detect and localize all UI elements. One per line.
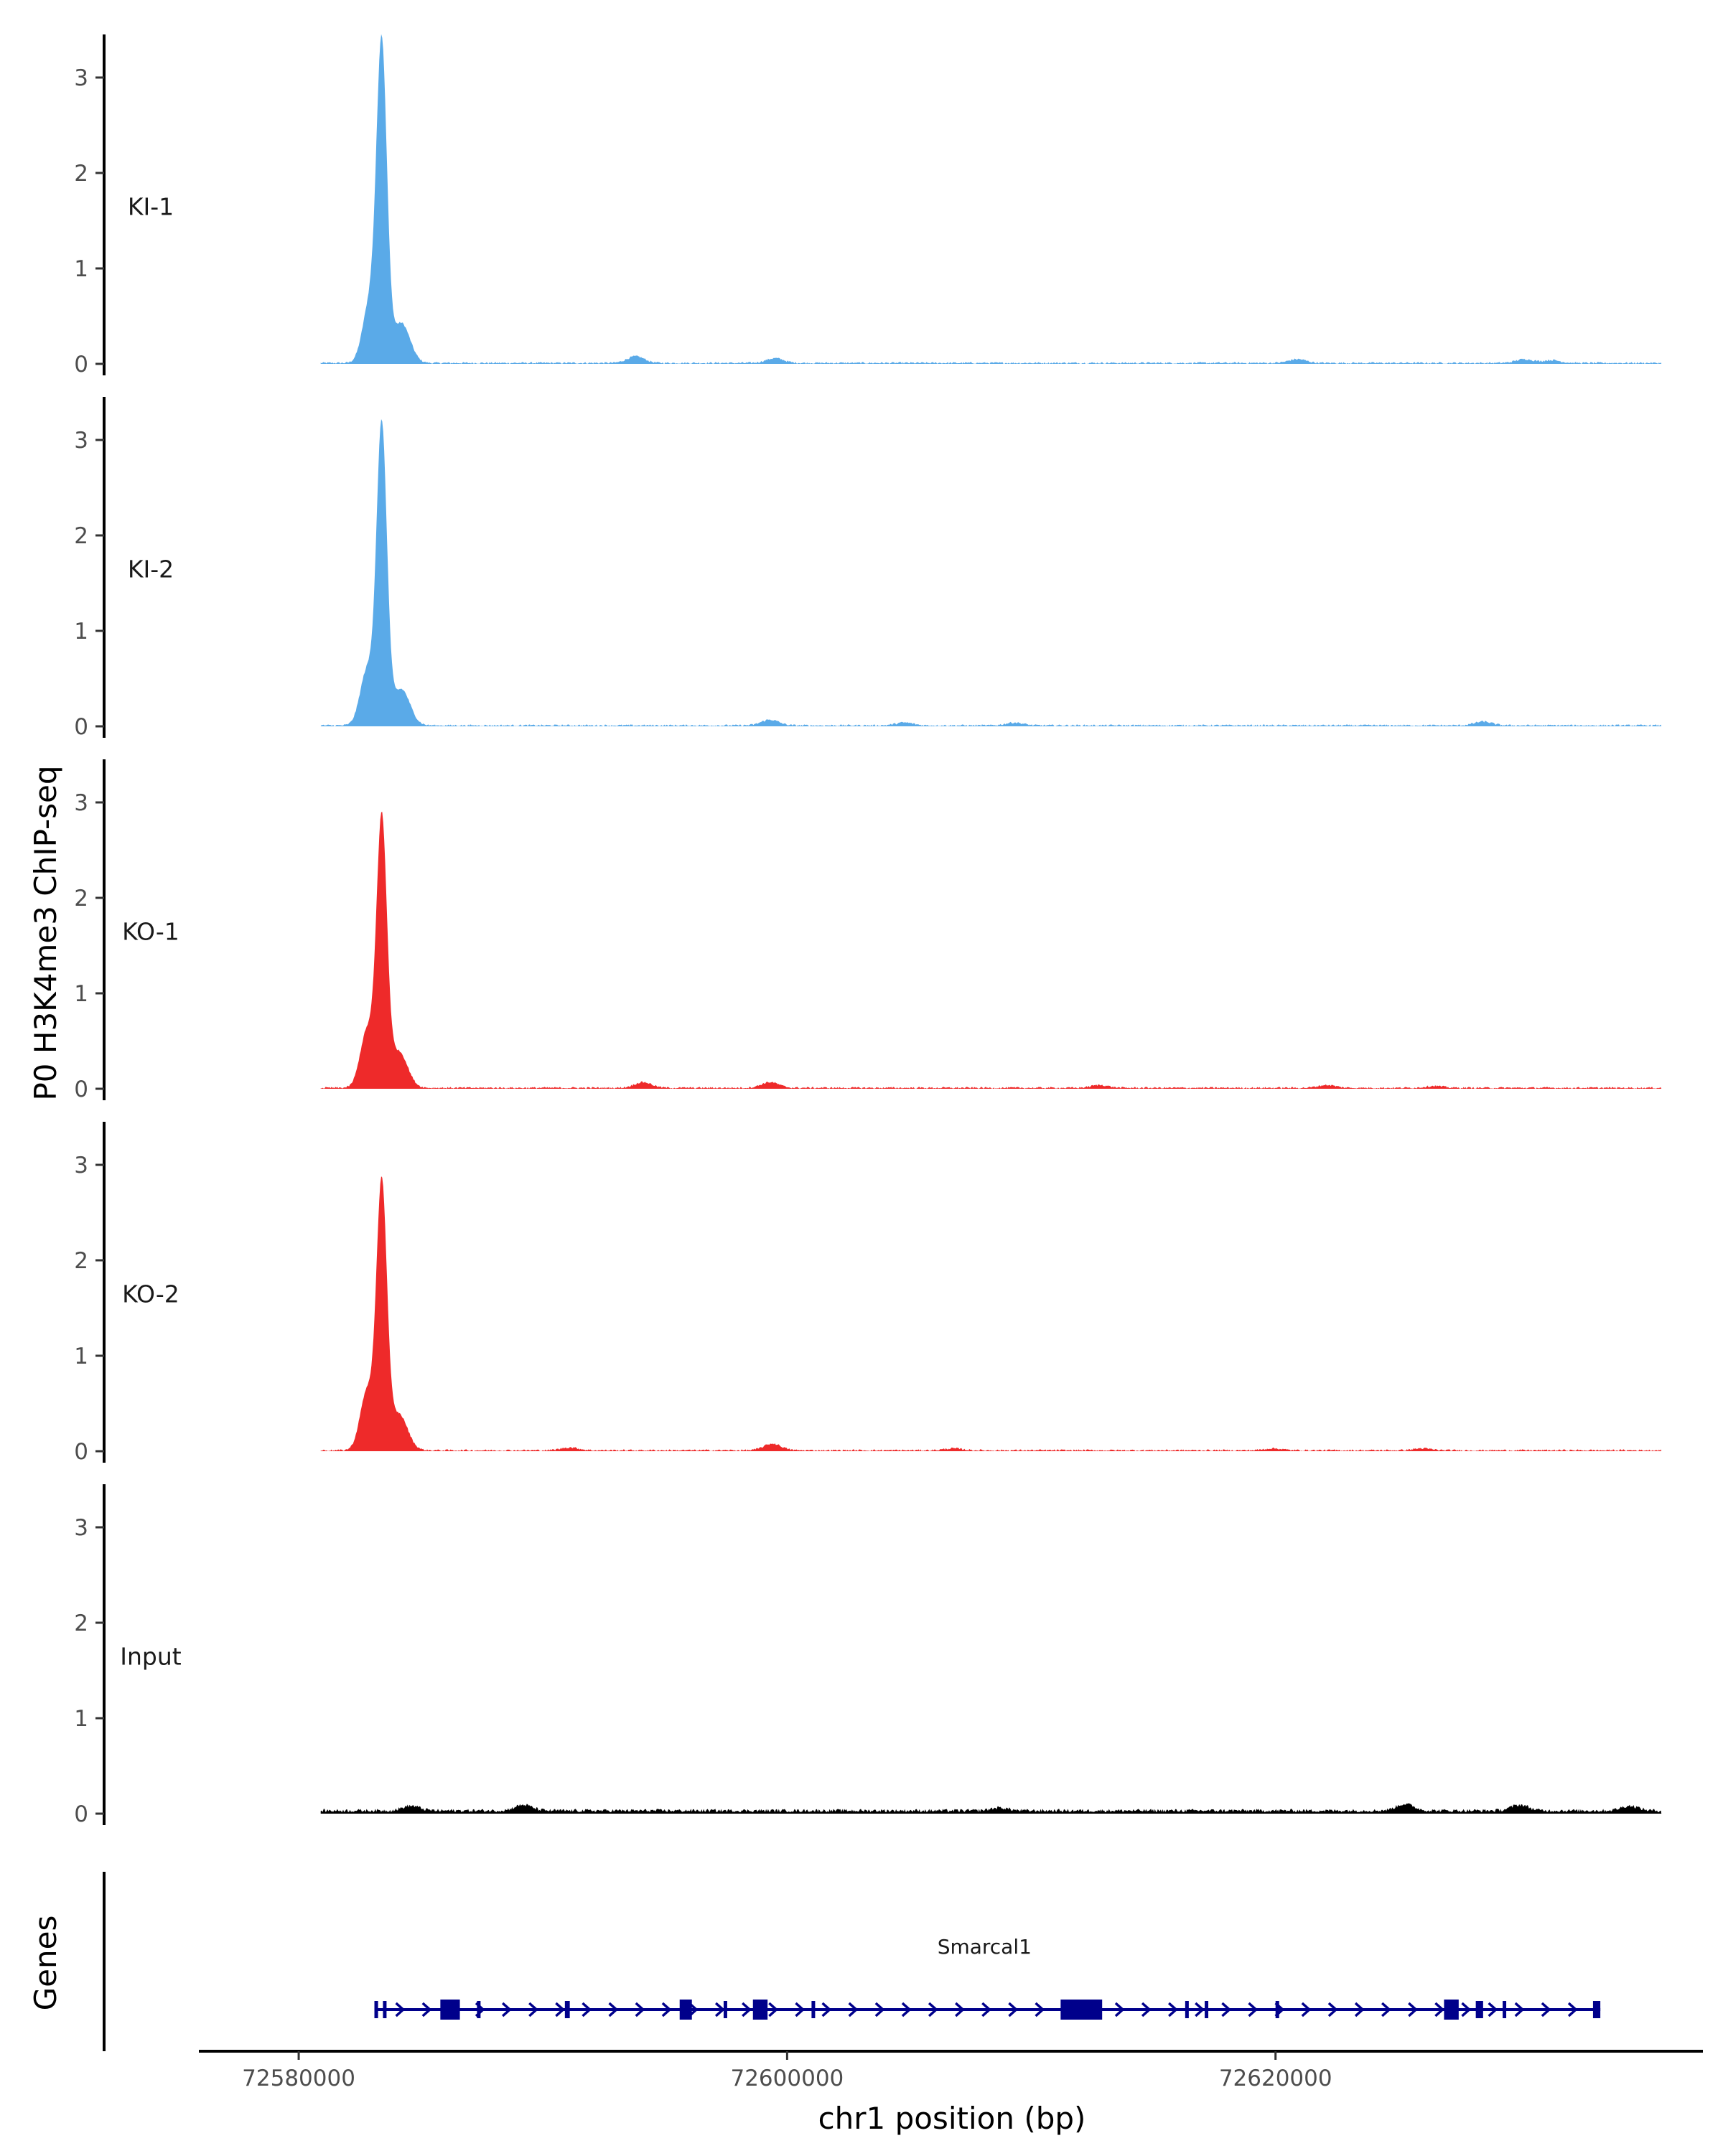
strand-arrow-7 [555,2002,565,2017]
signal-area-ki-2 [320,419,1662,726]
strand-arrow-42 [1488,2002,1498,2017]
y-tick-label-2-2: 2 [74,886,88,911]
exon-11 [1205,2001,1209,2018]
x-tick-label-1: 72600000 [730,2066,844,2091]
exon-0 [374,2001,378,2018]
y-tick-label-1-1: 1 [74,619,88,645]
y-tick-label-1-0: 0 [74,714,88,740]
track-label-3: KO-2 [122,1280,179,1308]
y-tick-label-3-1: 1 [74,1344,88,1369]
x-axis-title: chr1 position (bp) [818,2101,1086,2136]
strand-arrow-13 [714,2002,725,2017]
strand-arrow-32 [1221,2002,1232,2017]
track-label-0: KI-1 [128,193,174,221]
strand-arrow-22 [955,2002,965,2017]
strand-arrow-16 [795,2002,806,2017]
y-tick-label-2-1: 1 [74,981,88,1007]
exon-7 [752,2000,768,2020]
strand-arrow-21 [928,2002,938,2017]
strand-arrow-43 [1514,2002,1525,2017]
y-tick-label-4-2: 2 [74,1611,88,1636]
strand-arrow-31 [1195,2002,1205,2017]
y-tick-label-0-2: 2 [74,161,88,187]
track-label-4: Input [120,1643,182,1671]
y-tick-label-4-0: 0 [74,1801,88,1827]
exon-13 [1444,2000,1459,2020]
exon-1 [383,2001,387,2018]
strand-arrow-17 [821,2002,832,2017]
y-tick-label-1-2: 2 [74,523,88,549]
signal-area-ki-1 [320,34,1662,364]
signal-area-input [320,1803,1662,1814]
strand-arrow-35 [1301,2002,1312,2017]
strand-arrow-25 [1035,2002,1045,2017]
strand-arrow-19 [874,2002,885,2017]
strand-arrow-37 [1354,2002,1365,2017]
y-tick-label-3-2: 2 [74,1248,88,1274]
strand-arrow-10 [635,2002,645,2017]
strand-arrow-40 [1434,2002,1445,2017]
gene-name-label: Smarcal1 [938,1935,1032,1959]
strand-arrow-39 [1408,2002,1418,2017]
strand-arrow-11 [661,2002,672,2017]
strand-arrow-38 [1381,2002,1391,2017]
strand-arrow-1 [395,2002,406,2017]
strand-arrow-30 [1168,2002,1178,2017]
exon-14 [1475,2001,1483,2018]
x-tick-label-2: 72620000 [1219,2066,1332,2091]
strand-arrow-41 [1461,2002,1472,2017]
strand-arrow-6 [528,2002,538,2017]
strand-arrow-20 [901,2002,912,2017]
strand-arrow-2 [421,2002,432,2017]
exon-12 [1275,2001,1279,2018]
exon-6 [723,2001,727,2018]
exon-8 [811,2001,816,2018]
y-tick-label-0-1: 1 [74,256,88,282]
exon-5 [679,2000,692,2020]
y-tick-label-2-3: 3 [74,790,88,816]
exon-2 [440,2000,460,2020]
y-tick-label-0-3: 3 [74,65,88,91]
exon-15 [1503,2001,1507,2018]
strand-arrow-29 [1141,2002,1152,2017]
y-tick-label-3-0: 0 [74,1439,88,1465]
strand-arrow-44 [1541,2002,1551,2017]
y-tick-label-2-0: 0 [74,1077,88,1102]
gene-track-title: Genes [28,1916,63,2011]
exon-10 [1185,2001,1189,2018]
strand-arrow-36 [1327,2002,1338,2017]
y-axis-title: P0 H3K4me3 ChIP-seq [28,765,63,1100]
exon-4 [564,2001,570,2018]
y-tick-label-1-3: 3 [74,428,88,454]
exon-3 [477,2001,481,2018]
exon-9 [1060,2000,1103,2020]
x-tick-label-0: 72580000 [242,2066,355,2091]
y-tick-label-0-0: 0 [74,352,88,378]
signal-area-ko-2 [320,1176,1662,1451]
strand-arrow-28 [1114,2002,1125,2017]
strand-arrow-24 [1008,2002,1019,2017]
strand-arrow-5 [501,2002,512,2017]
y-tick-label-4-3: 3 [74,1515,88,1541]
strand-arrow-9 [608,2002,619,2017]
strand-arrow-33 [1248,2002,1259,2017]
signal-area-ko-1 [320,812,1662,1089]
strand-arrow-15 [768,2002,778,2017]
strand-arrow-45 [1567,2002,1578,2017]
strand-arrow-14 [742,2002,752,2017]
y-tick-label-4-1: 1 [74,1706,88,1732]
track-label-1: KI-2 [128,556,174,583]
track-label-2: KO-1 [122,918,179,946]
strand-arrow-18 [848,2002,859,2017]
y-tick-label-3-3: 3 [74,1153,88,1178]
exon-16 [1592,2001,1601,2018]
strand-arrow-23 [981,2002,991,2017]
strand-arrow-8 [582,2002,592,2017]
